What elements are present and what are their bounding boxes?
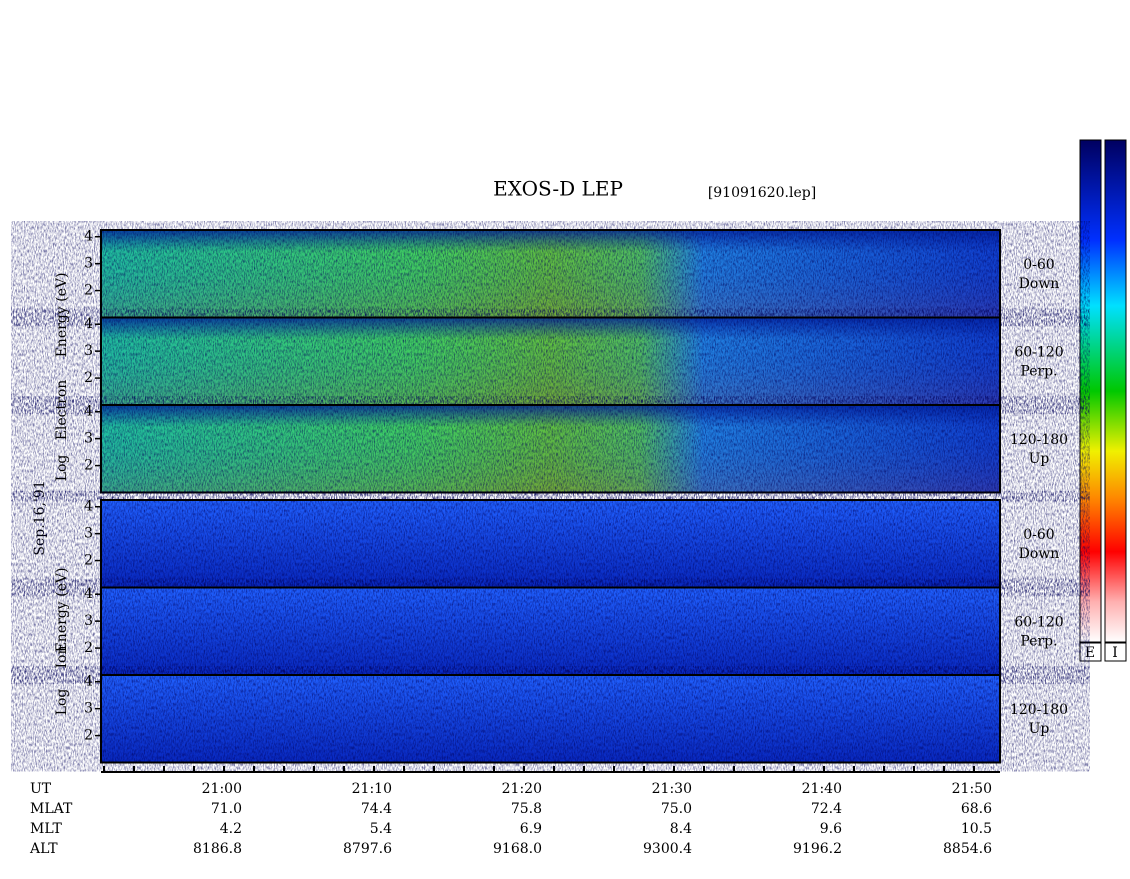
y-tick-label: 3 <box>84 701 93 717</box>
row-value: 5.4 <box>370 821 392 837</box>
row-value: 21:10 <box>352 781 392 797</box>
y-tick-label: 3 <box>84 613 93 629</box>
row-value: 21:50 <box>952 781 992 797</box>
row-value: 6.9 <box>520 821 542 837</box>
y-tick-label: 4 <box>84 404 93 420</box>
channel-label: Up <box>1029 451 1050 467</box>
color-bar-label: E <box>1085 645 1095 661</box>
channel-label: 120-180 <box>1010 432 1068 448</box>
row-value: 68.6 <box>961 801 992 817</box>
file-name: [91091620.lep] <box>708 185 816 201</box>
channel-label: Down <box>1019 276 1060 292</box>
row-value: 71.0 <box>211 801 242 817</box>
row-value: 9300.4 <box>643 841 692 857</box>
y-tick-label: 4 <box>84 499 93 515</box>
row-value: 9196.2 <box>793 841 842 857</box>
channel-label: 0-60 <box>1023 527 1054 543</box>
spectrogram-noise <box>101 500 1000 588</box>
channel-label: 0-60 <box>1023 257 1054 273</box>
row-name: MLT <box>30 821 62 837</box>
y-axis-label: Energy (eV) <box>54 273 70 358</box>
y-axis-label: Ion <box>54 646 70 669</box>
row-value: 8854.6 <box>943 841 992 857</box>
panel-frame <box>100 674 1001 764</box>
y-axis-label: Log <box>54 689 70 716</box>
title: EXOS-D LEP <box>493 177 623 201</box>
spectrogram-noise <box>101 405 1000 493</box>
color-bar <box>1079 139 1102 643</box>
color-bar-label-box <box>1079 642 1102 662</box>
y-tick-label: 2 <box>84 370 93 386</box>
y-axis-label: Electron <box>54 380 70 441</box>
channel-label: Perp. <box>1020 363 1057 379</box>
row-value: 21:40 <box>802 781 842 797</box>
y-tick-label: 2 <box>84 728 93 744</box>
spectrogram-noise <box>101 675 1000 763</box>
row-name: MLAT <box>30 801 73 817</box>
channel-label: Down <box>1019 546 1060 562</box>
row-value: 8.4 <box>670 821 692 837</box>
channel-label: 60-120 <box>1014 344 1063 360</box>
channel-label: 120-180 <box>1010 702 1068 718</box>
channel-label: Up <box>1029 721 1050 737</box>
y-tick-label: 2 <box>84 458 93 474</box>
y-tick-label: 2 <box>84 640 93 656</box>
y-tick-label: 2 <box>84 283 93 299</box>
y-tick-label: 3 <box>84 431 93 447</box>
date: Sep.16,'91 <box>32 480 48 555</box>
row-value: 21:30 <box>652 781 692 797</box>
row-value: 8186.8 <box>193 841 242 857</box>
y-tick-label: 4 <box>84 674 93 690</box>
y-tick-label: 3 <box>84 256 93 272</box>
row-value: 74.4 <box>361 801 392 817</box>
y-axis-label: Energy (eV) <box>54 568 70 653</box>
y-tick-label: 2 <box>84 553 93 569</box>
row-name: ALT <box>29 841 58 857</box>
color-bar <box>1104 139 1127 643</box>
row-value: 9168.0 <box>493 841 542 857</box>
y-tick-label: 3 <box>84 526 93 542</box>
row-value: 4.2 <box>220 821 242 837</box>
y-tick-label: 4 <box>84 316 93 332</box>
channel-label: Perp. <box>1020 633 1057 649</box>
channel-label: 60-120 <box>1014 614 1063 630</box>
spectrogram-noise <box>101 317 1000 405</box>
row-value: 21:20 <box>502 781 542 797</box>
y-tick-label: 4 <box>84 229 93 245</box>
row-value: 8797.6 <box>343 841 392 857</box>
panel-frame <box>100 404 1001 494</box>
y-tick-label: 3 <box>84 343 93 359</box>
row-value: 21:00 <box>202 781 242 797</box>
y-tick-label: 4 <box>84 586 93 602</box>
row-value: 9.6 <box>820 821 842 837</box>
row-value: 72.4 <box>811 801 842 817</box>
spectrogram-noise <box>101 587 1000 675</box>
color-bar-label: I <box>1112 645 1118 661</box>
y-axis-label: Log <box>54 455 70 482</box>
row-name: UT <box>30 781 52 797</box>
row-value: 75.0 <box>661 801 692 817</box>
row-value: 10.5 <box>961 821 992 837</box>
color-bar-label-box <box>1104 642 1127 662</box>
row-value: 75.8 <box>511 801 542 817</box>
spectrogram-noise <box>101 230 1000 318</box>
